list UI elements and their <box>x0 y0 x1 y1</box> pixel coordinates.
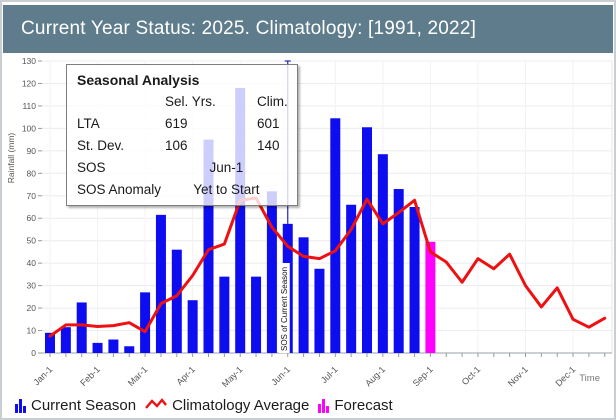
magenta-bars-icon <box>318 398 330 413</box>
tooltip-table: Sel. Yrs. Clim. LTA 619 601 St. Dev. 106… <box>77 94 288 197</box>
tooltip-title: Seasonal Analysis <box>77 72 200 88</box>
svg-text:130: 130 <box>22 56 36 66</box>
svg-text:Jan-1: Jan-1 <box>31 364 54 387</box>
tooltip-row-sos-anomaly-label: SOS Anomaly <box>77 182 162 197</box>
svg-text:120: 120 <box>22 78 36 88</box>
svg-text:Apr-1: Apr-1 <box>174 364 197 387</box>
tooltip-row-lta-clim: 601 <box>257 116 280 131</box>
svg-text:40: 40 <box>27 258 37 268</box>
tooltip-row-sos-anomaly-value: Yet to Start <box>193 182 260 197</box>
blue-bars-icon <box>15 398 26 413</box>
svg-text:Mar-1: Mar-1 <box>126 364 150 388</box>
svg-text:SOS of Current Season: SOS of Current Season <box>280 267 289 351</box>
legend-item-current-season[interactable]: Current Season <box>15 397 136 414</box>
svg-text:Rainfall (mm): Rainfall (mm) <box>6 133 16 184</box>
svg-text:110: 110 <box>22 101 36 111</box>
svg-text:60: 60 <box>27 213 37 223</box>
svg-text:90: 90 <box>27 146 37 156</box>
tooltip-row-stdev-clim: 140 <box>257 138 280 153</box>
svg-text:0: 0 <box>31 348 36 358</box>
tooltip-col-clim: Clim. <box>257 94 288 109</box>
svg-text:Oct-1: Oct-1 <box>460 364 483 387</box>
chart-area: 0 10 20 30 40 50 60 70 80 90 100 110 120 130 Jan-1 Feb-… <box>2 53 616 393</box>
svg-text:80: 80 <box>27 168 37 178</box>
svg-text:10: 10 <box>27 326 37 336</box>
svg-text:Jun-1: Jun-1 <box>269 364 292 387</box>
tooltip-col-sel-yrs: Sel. Yrs. <box>165 94 216 109</box>
rainfall-chart[interactable]: 0 10 20 30 40 50 60 70 80 90 100 110 120 130 Jan-1 Feb-… <box>2 53 616 393</box>
svg-text:Dec-1: Dec-1 <box>553 364 577 388</box>
legend-item-climatology-average[interactable]: Climatology Average <box>145 397 309 414</box>
tooltip-row-stdev-sel: 106 <box>165 138 188 153</box>
legend-item-forecast[interactable]: Forecast <box>318 396 393 414</box>
page-title: Current Year Status: 2025. Climatology: … <box>21 18 477 39</box>
chart-legend: Current Season Climatology Average Forec… <box>15 393 393 417</box>
svg-text:50: 50 <box>27 236 37 246</box>
svg-text:Jul-1: Jul-1 <box>319 364 340 385</box>
svg-text:Time: Time <box>579 373 600 384</box>
svg-text:Sep-1: Sep-1 <box>411 364 435 388</box>
seasonal-analysis-tooltip: Seasonal Analysis Sel. Yrs. Clim. LTA 61… <box>66 64 298 206</box>
tooltip-row-sos-value: Jun-1 <box>209 160 244 175</box>
svg-text:May-1: May-1 <box>220 364 245 389</box>
tooltip-row-lta-label: LTA <box>77 116 100 131</box>
svg-text:Feb-1: Feb-1 <box>78 364 102 388</box>
svg-text:Aug-1: Aug-1 <box>363 364 387 388</box>
legend-label-current-season: Current Season <box>31 396 137 414</box>
svg-text:20: 20 <box>27 303 37 313</box>
title-bar: Current Year Status: 2025. Climatology: … <box>3 5 613 53</box>
tooltip-row-stdev-label: St. Dev. <box>77 138 125 153</box>
svg-text:100: 100 <box>22 123 36 133</box>
legend-label-climatology-average: Climatology Average <box>172 396 310 414</box>
svg-text:30: 30 <box>27 281 37 291</box>
tooltip-cell-blank <box>77 94 165 109</box>
tooltip-row-sos-label: SOS <box>77 160 106 175</box>
tooltip-row-lta-sel: 619 <box>165 116 188 131</box>
legend-label-forecast: Forecast <box>334 396 393 414</box>
svg-text:70: 70 <box>27 191 37 201</box>
svg-text:Nov-1: Nov-1 <box>506 364 530 388</box>
red-line-icon <box>145 397 167 413</box>
